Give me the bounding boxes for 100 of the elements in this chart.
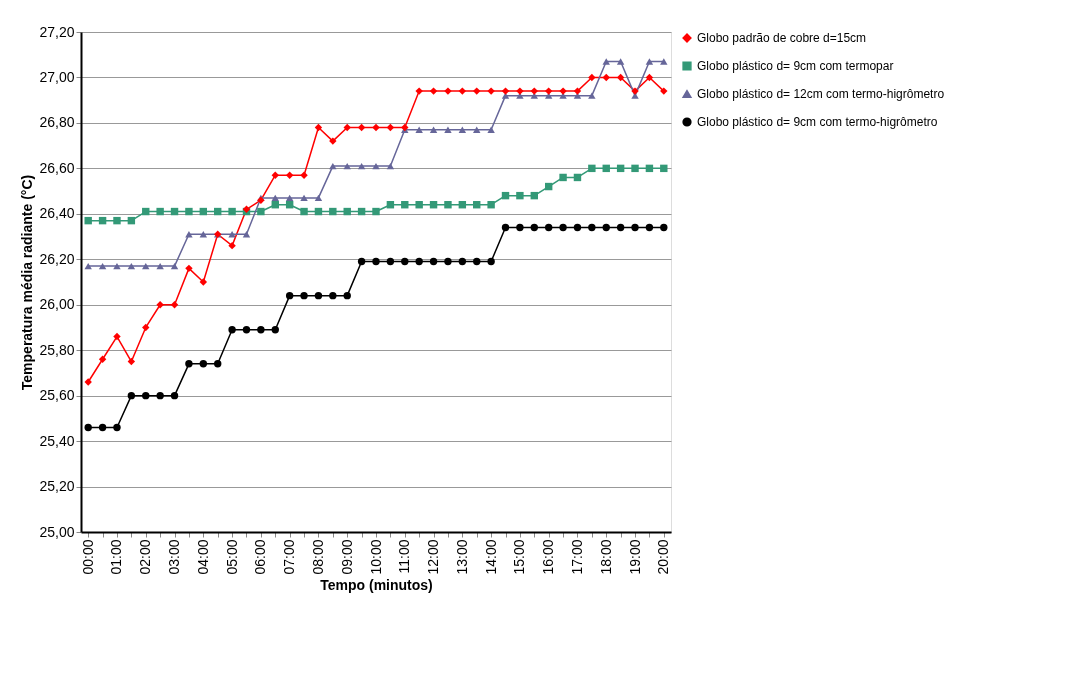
point bbox=[314, 291, 323, 300]
x-tick-label: 06:00 bbox=[252, 539, 269, 575]
point bbox=[156, 301, 164, 309]
point bbox=[127, 262, 136, 270]
point bbox=[559, 223, 567, 232]
point bbox=[588, 164, 596, 173]
point bbox=[199, 360, 208, 368]
x-tick-label: 09:00 bbox=[338, 539, 355, 575]
point bbox=[530, 87, 538, 95]
x-tick-label: 04:00 bbox=[194, 539, 211, 575]
point bbox=[156, 207, 164, 216]
y-tick-label: 25,00 bbox=[39, 523, 75, 540]
x-tick-label: 08:00 bbox=[309, 539, 326, 575]
point bbox=[372, 257, 380, 266]
x-axis-title: Tempo (minutos) bbox=[320, 576, 433, 593]
point bbox=[616, 58, 625, 65]
y-tick-label: 25,20 bbox=[39, 478, 75, 495]
point bbox=[429, 126, 438, 133]
point bbox=[602, 223, 610, 232]
point bbox=[588, 223, 596, 232]
point bbox=[501, 87, 510, 95]
point bbox=[616, 73, 625, 82]
point bbox=[285, 194, 294, 202]
point bbox=[98, 262, 107, 270]
point bbox=[170, 391, 179, 400]
point bbox=[588, 92, 596, 99]
point bbox=[214, 360, 222, 368]
point bbox=[516, 191, 524, 200]
point bbox=[357, 257, 366, 266]
point bbox=[473, 257, 481, 266]
point bbox=[357, 123, 366, 132]
point bbox=[544, 87, 553, 95]
point bbox=[444, 257, 452, 266]
point bbox=[343, 291, 351, 300]
point bbox=[142, 391, 150, 400]
point bbox=[142, 262, 150, 270]
point bbox=[415, 126, 423, 133]
y-tick-label: 25,60 bbox=[39, 387, 75, 404]
point bbox=[473, 87, 481, 95]
legend-label: Globo plástico d= 12cm com termo-higrômetro bbox=[697, 87, 945, 101]
y-tick-label: 26,80 bbox=[39, 114, 75, 131]
point bbox=[185, 264, 193, 273]
legend-label: Globo plástico d= 9cm com termo-higrômetro bbox=[697, 115, 938, 129]
x-tick-label: 18:00 bbox=[597, 539, 614, 575]
x-tick-label: 16:00 bbox=[540, 539, 557, 575]
point bbox=[429, 87, 438, 95]
point bbox=[199, 278, 208, 286]
point bbox=[372, 123, 380, 132]
point bbox=[415, 257, 423, 266]
point bbox=[602, 58, 610, 65]
point bbox=[660, 164, 668, 173]
point bbox=[329, 207, 337, 216]
x-tick-label: 02:00 bbox=[137, 539, 154, 575]
point bbox=[386, 123, 395, 132]
point bbox=[242, 326, 251, 334]
point bbox=[228, 241, 236, 250]
point bbox=[487, 201, 495, 209]
point bbox=[170, 262, 179, 270]
point bbox=[372, 162, 380, 170]
point bbox=[142, 323, 150, 332]
y-tick-label: 27,00 bbox=[39, 68, 75, 85]
point bbox=[314, 123, 323, 132]
point bbox=[257, 207, 265, 216]
y-tick-label: 27,20 bbox=[39, 23, 75, 40]
point bbox=[329, 291, 337, 300]
point bbox=[559, 173, 567, 182]
point bbox=[401, 257, 409, 266]
point bbox=[631, 164, 639, 173]
point bbox=[84, 216, 92, 225]
point bbox=[487, 257, 495, 266]
x-tick-label: 05:00 bbox=[223, 539, 240, 575]
y-tick-label: 25,40 bbox=[39, 432, 75, 449]
point bbox=[156, 391, 164, 400]
point bbox=[573, 87, 582, 95]
x-tick-label: 11:00 bbox=[396, 539, 413, 574]
point bbox=[429, 257, 438, 266]
point bbox=[588, 73, 596, 82]
point bbox=[645, 223, 654, 232]
point bbox=[372, 207, 380, 216]
x-tick-label: 13:00 bbox=[453, 539, 470, 575]
point bbox=[544, 223, 553, 232]
point bbox=[84, 423, 92, 432]
point bbox=[98, 423, 107, 432]
point bbox=[386, 257, 395, 266]
point bbox=[573, 223, 582, 232]
y-tick-label: 26,00 bbox=[39, 296, 75, 313]
x-tick-label: 12:00 bbox=[425, 539, 442, 575]
point bbox=[602, 73, 610, 82]
point bbox=[127, 391, 136, 400]
point bbox=[271, 194, 279, 202]
point bbox=[300, 207, 308, 216]
point bbox=[113, 332, 121, 341]
point bbox=[98, 355, 107, 363]
point bbox=[156, 262, 164, 270]
point bbox=[645, 58, 654, 65]
point bbox=[458, 257, 467, 266]
point bbox=[501, 223, 510, 232]
point bbox=[458, 126, 467, 133]
x-tick-label: 10:00 bbox=[367, 539, 384, 575]
point bbox=[516, 223, 524, 232]
